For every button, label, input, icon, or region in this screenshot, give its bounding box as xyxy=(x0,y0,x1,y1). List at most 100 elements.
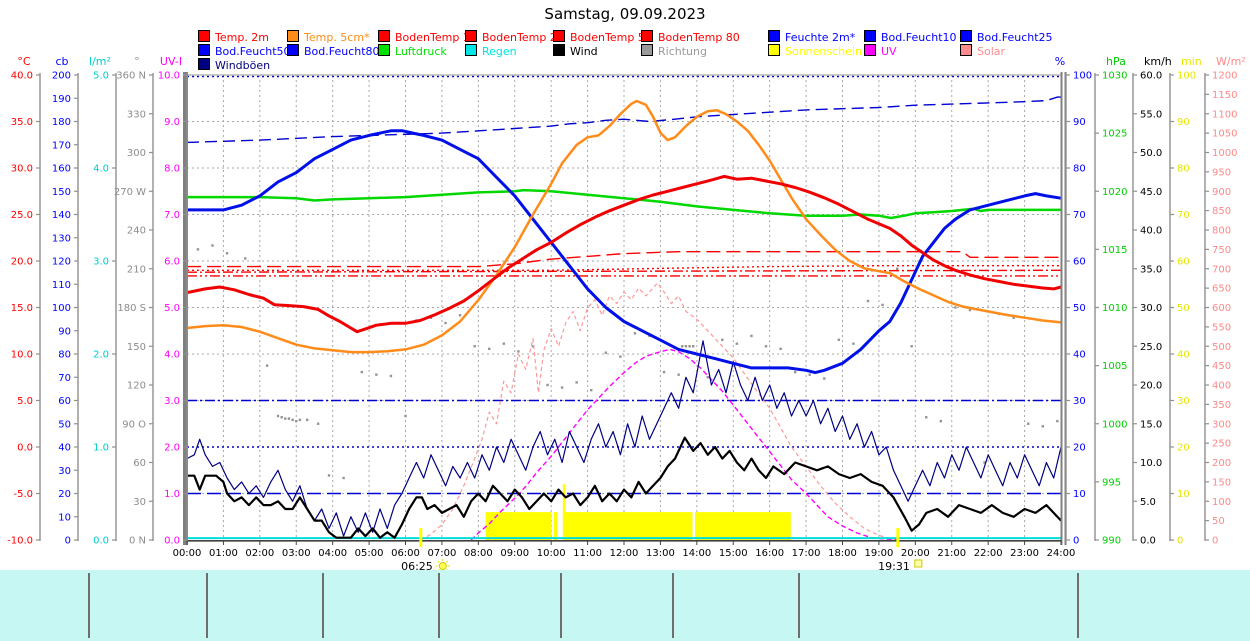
svg-text:1030: 1030 xyxy=(1102,71,1127,82)
axis-wm2: 0 50 100 150 200 250 300 350 400 450 500 550 600 650 7… xyxy=(1204,55,1246,547)
svg-text:20:00: 20:00 xyxy=(901,548,930,559)
legend-label: BodenTemp 50 xyxy=(570,31,652,44)
svg-text:360 N: 360 N xyxy=(116,71,146,82)
svg-text:cb: cb xyxy=(55,55,68,68)
stats-separator xyxy=(322,573,324,638)
legend-item-bod-feucht-50: Bod.Feucht50 xyxy=(198,44,291,58)
bod-feucht-10-swatch-icon xyxy=(864,30,876,42)
svg-text:km/h: km/h xyxy=(1144,55,1172,68)
series-luftdruck xyxy=(187,188,1061,220)
legend-item-bod-feucht-10: Bod.Feucht10 xyxy=(864,30,957,44)
series-sonnenschein xyxy=(485,484,791,540)
svg-text:210: 210 xyxy=(127,264,146,275)
plot-grid xyxy=(187,74,1061,540)
svg-text:800: 800 xyxy=(1212,226,1231,237)
svg-text:140: 140 xyxy=(52,210,71,221)
bodentemp-80-swatch-icon xyxy=(641,30,653,42)
svg-text:14:00: 14:00 xyxy=(682,548,711,559)
svg-text:W/m²: W/m² xyxy=(1216,55,1246,68)
svg-text:170: 170 xyxy=(52,140,71,151)
svg-text:110: 110 xyxy=(52,280,71,291)
svg-text:200: 200 xyxy=(1212,458,1231,469)
svg-text:19:00: 19:00 xyxy=(865,548,894,559)
svg-text:20: 20 xyxy=(58,489,71,500)
legend: Temp. 2m Temp. 5cm* BodenTemp 10 BodenTemp … xyxy=(0,0,1250,72)
svg-text:90: 90 xyxy=(1073,117,1086,128)
svg-text:09:00: 09:00 xyxy=(500,548,529,559)
series-temp-2m xyxy=(186,174,1062,334)
legend-label: Wind xyxy=(570,45,598,58)
series-windboeen xyxy=(186,340,1062,537)
svg-text:10: 10 xyxy=(58,512,71,523)
series-solar xyxy=(420,282,899,541)
feuchte-2m-swatch-icon xyxy=(768,30,780,42)
svg-text:12:00: 12:00 xyxy=(610,548,639,559)
stats-separator xyxy=(798,573,800,638)
svg-text:°: ° xyxy=(134,55,140,68)
svg-text:995: 995 xyxy=(1102,477,1121,488)
svg-text:10: 10 xyxy=(1177,489,1190,500)
svg-text:6.0: 6.0 xyxy=(164,257,180,268)
svg-text:17:00: 17:00 xyxy=(792,548,821,559)
svg-text:0: 0 xyxy=(65,536,71,547)
svg-text:80: 80 xyxy=(58,350,71,361)
svg-text:300: 300 xyxy=(127,148,146,159)
svg-text:20.0: 20.0 xyxy=(11,257,33,268)
svg-text:1025: 1025 xyxy=(1102,129,1127,140)
svg-text:30.0: 30.0 xyxy=(11,164,33,175)
legend-label: Richtung xyxy=(658,45,707,58)
svg-text:750: 750 xyxy=(1212,245,1231,256)
svg-text:1005: 1005 xyxy=(1102,361,1127,372)
axis-soil: 0 10 20 30 40 50 60 70 80 90 100 110 120 130 140 150 160… xyxy=(52,55,79,547)
svg-text:19:31: 19:31 xyxy=(878,560,910,570)
svg-text:50: 50 xyxy=(1073,303,1086,314)
svg-text:650: 650 xyxy=(1212,284,1231,295)
svg-text:15.0: 15.0 xyxy=(11,303,33,314)
svg-text:25.0: 25.0 xyxy=(11,210,33,221)
svg-text:10.0: 10.0 xyxy=(1140,458,1162,469)
svg-text:11:00: 11:00 xyxy=(573,548,602,559)
svg-text:1200: 1200 xyxy=(1212,71,1237,82)
svg-text:07:00: 07:00 xyxy=(428,548,457,559)
legend-label: Temp. 2m xyxy=(215,31,270,44)
axis-hpa: 990 995 1000 1005 1010 1015 1020 1025 1030 hPa xyxy=(1094,55,1127,547)
legend-label: Regen xyxy=(482,45,517,58)
svg-text:100: 100 xyxy=(52,303,71,314)
page-title: Samstag, 09.09.2023 xyxy=(544,5,706,23)
svg-text:21:00: 21:00 xyxy=(937,548,966,559)
series-feuchte-2m xyxy=(187,129,1062,375)
svg-text:0: 0 xyxy=(1177,536,1183,547)
svg-text:40: 40 xyxy=(1073,350,1086,361)
svg-text:00:00: 00:00 xyxy=(173,548,202,559)
svg-text:40.0: 40.0 xyxy=(11,71,33,82)
svg-text:1.0: 1.0 xyxy=(93,443,109,454)
svg-text:150: 150 xyxy=(127,342,146,353)
svg-text:30: 30 xyxy=(1177,396,1190,407)
svg-text:60: 60 xyxy=(58,396,71,407)
svg-text:80: 80 xyxy=(1073,164,1086,175)
axis-dir: 0 N 30 60 90 O 120 150 180 S 210 240 270 W 300 330 3… xyxy=(114,55,154,547)
legend-label: Bod.Feucht10 xyxy=(881,31,957,44)
svg-text:500: 500 xyxy=(1212,342,1231,353)
legend-item-bod-feucht-25: Bod.Feucht25 xyxy=(960,30,1053,44)
svg-text:55.0: 55.0 xyxy=(1140,109,1162,120)
legend-item-temp-2m: Temp. 2m xyxy=(198,30,270,44)
svg-text:1000: 1000 xyxy=(1212,148,1237,159)
svg-text:5.0: 5.0 xyxy=(164,303,180,314)
svg-text:180: 180 xyxy=(52,117,71,128)
svg-text:200: 200 xyxy=(52,71,71,82)
svg-text:400: 400 xyxy=(1212,381,1231,392)
svg-text:60.0: 60.0 xyxy=(1140,71,1162,82)
bodentemp-25-swatch-icon xyxy=(465,30,477,42)
svg-text:23:00: 23:00 xyxy=(1010,548,1039,559)
svg-text:25.0: 25.0 xyxy=(1140,342,1162,353)
axis-rain: 0.0 1.0 2.0 3.0 4.0 5.0 l/m² xyxy=(89,55,117,547)
sun-markers: 06:25 19:31 xyxy=(401,528,923,570)
svg-text:5.0: 5.0 xyxy=(1140,497,1156,508)
svg-text:35.0: 35.0 xyxy=(11,117,33,128)
svg-text:10.0: 10.0 xyxy=(158,71,180,82)
svg-text:0: 0 xyxy=(1073,536,1079,547)
svg-text:15.0: 15.0 xyxy=(1140,419,1162,430)
svg-text:03:00: 03:00 xyxy=(282,548,311,559)
legend-item-richtung: Richtung xyxy=(641,44,707,58)
